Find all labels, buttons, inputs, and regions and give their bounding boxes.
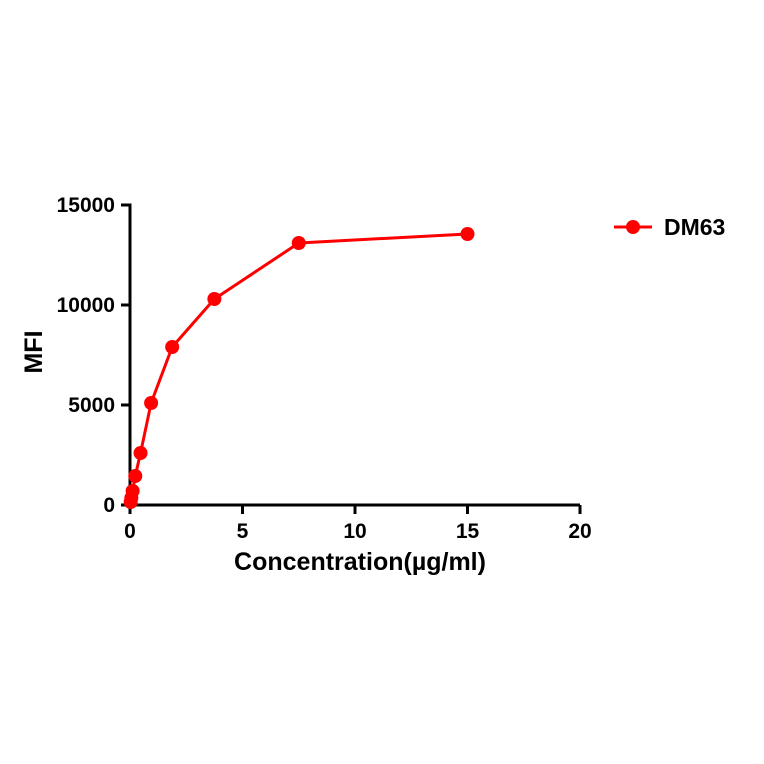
axes [128, 203, 580, 507]
svg-text:5: 5 [237, 520, 249, 543]
svg-text:15000: 15000 [57, 194, 115, 217]
legend-series-label: DM63 [664, 214, 725, 240]
svg-text:0: 0 [124, 520, 136, 543]
svg-text:10: 10 [343, 520, 366, 543]
svg-text:0: 0 [103, 494, 115, 517]
svg-text:5000: 5000 [68, 394, 115, 417]
axis-ticks [121, 203, 582, 514]
svg-text:10000: 10000 [57, 294, 115, 317]
axis-tick-labels: 0 5 10 15 20 0 5000 10000 15000 [57, 194, 592, 543]
svg-text:15: 15 [456, 520, 480, 543]
data-series [123, 227, 475, 509]
y-axis-label: MFI [20, 330, 48, 373]
legend: DM63 [614, 214, 725, 240]
svg-text:20: 20 [568, 520, 591, 543]
legend-dot-marker [626, 220, 640, 234]
x-axis-label: Concentration(µg/ml) [234, 548, 486, 576]
